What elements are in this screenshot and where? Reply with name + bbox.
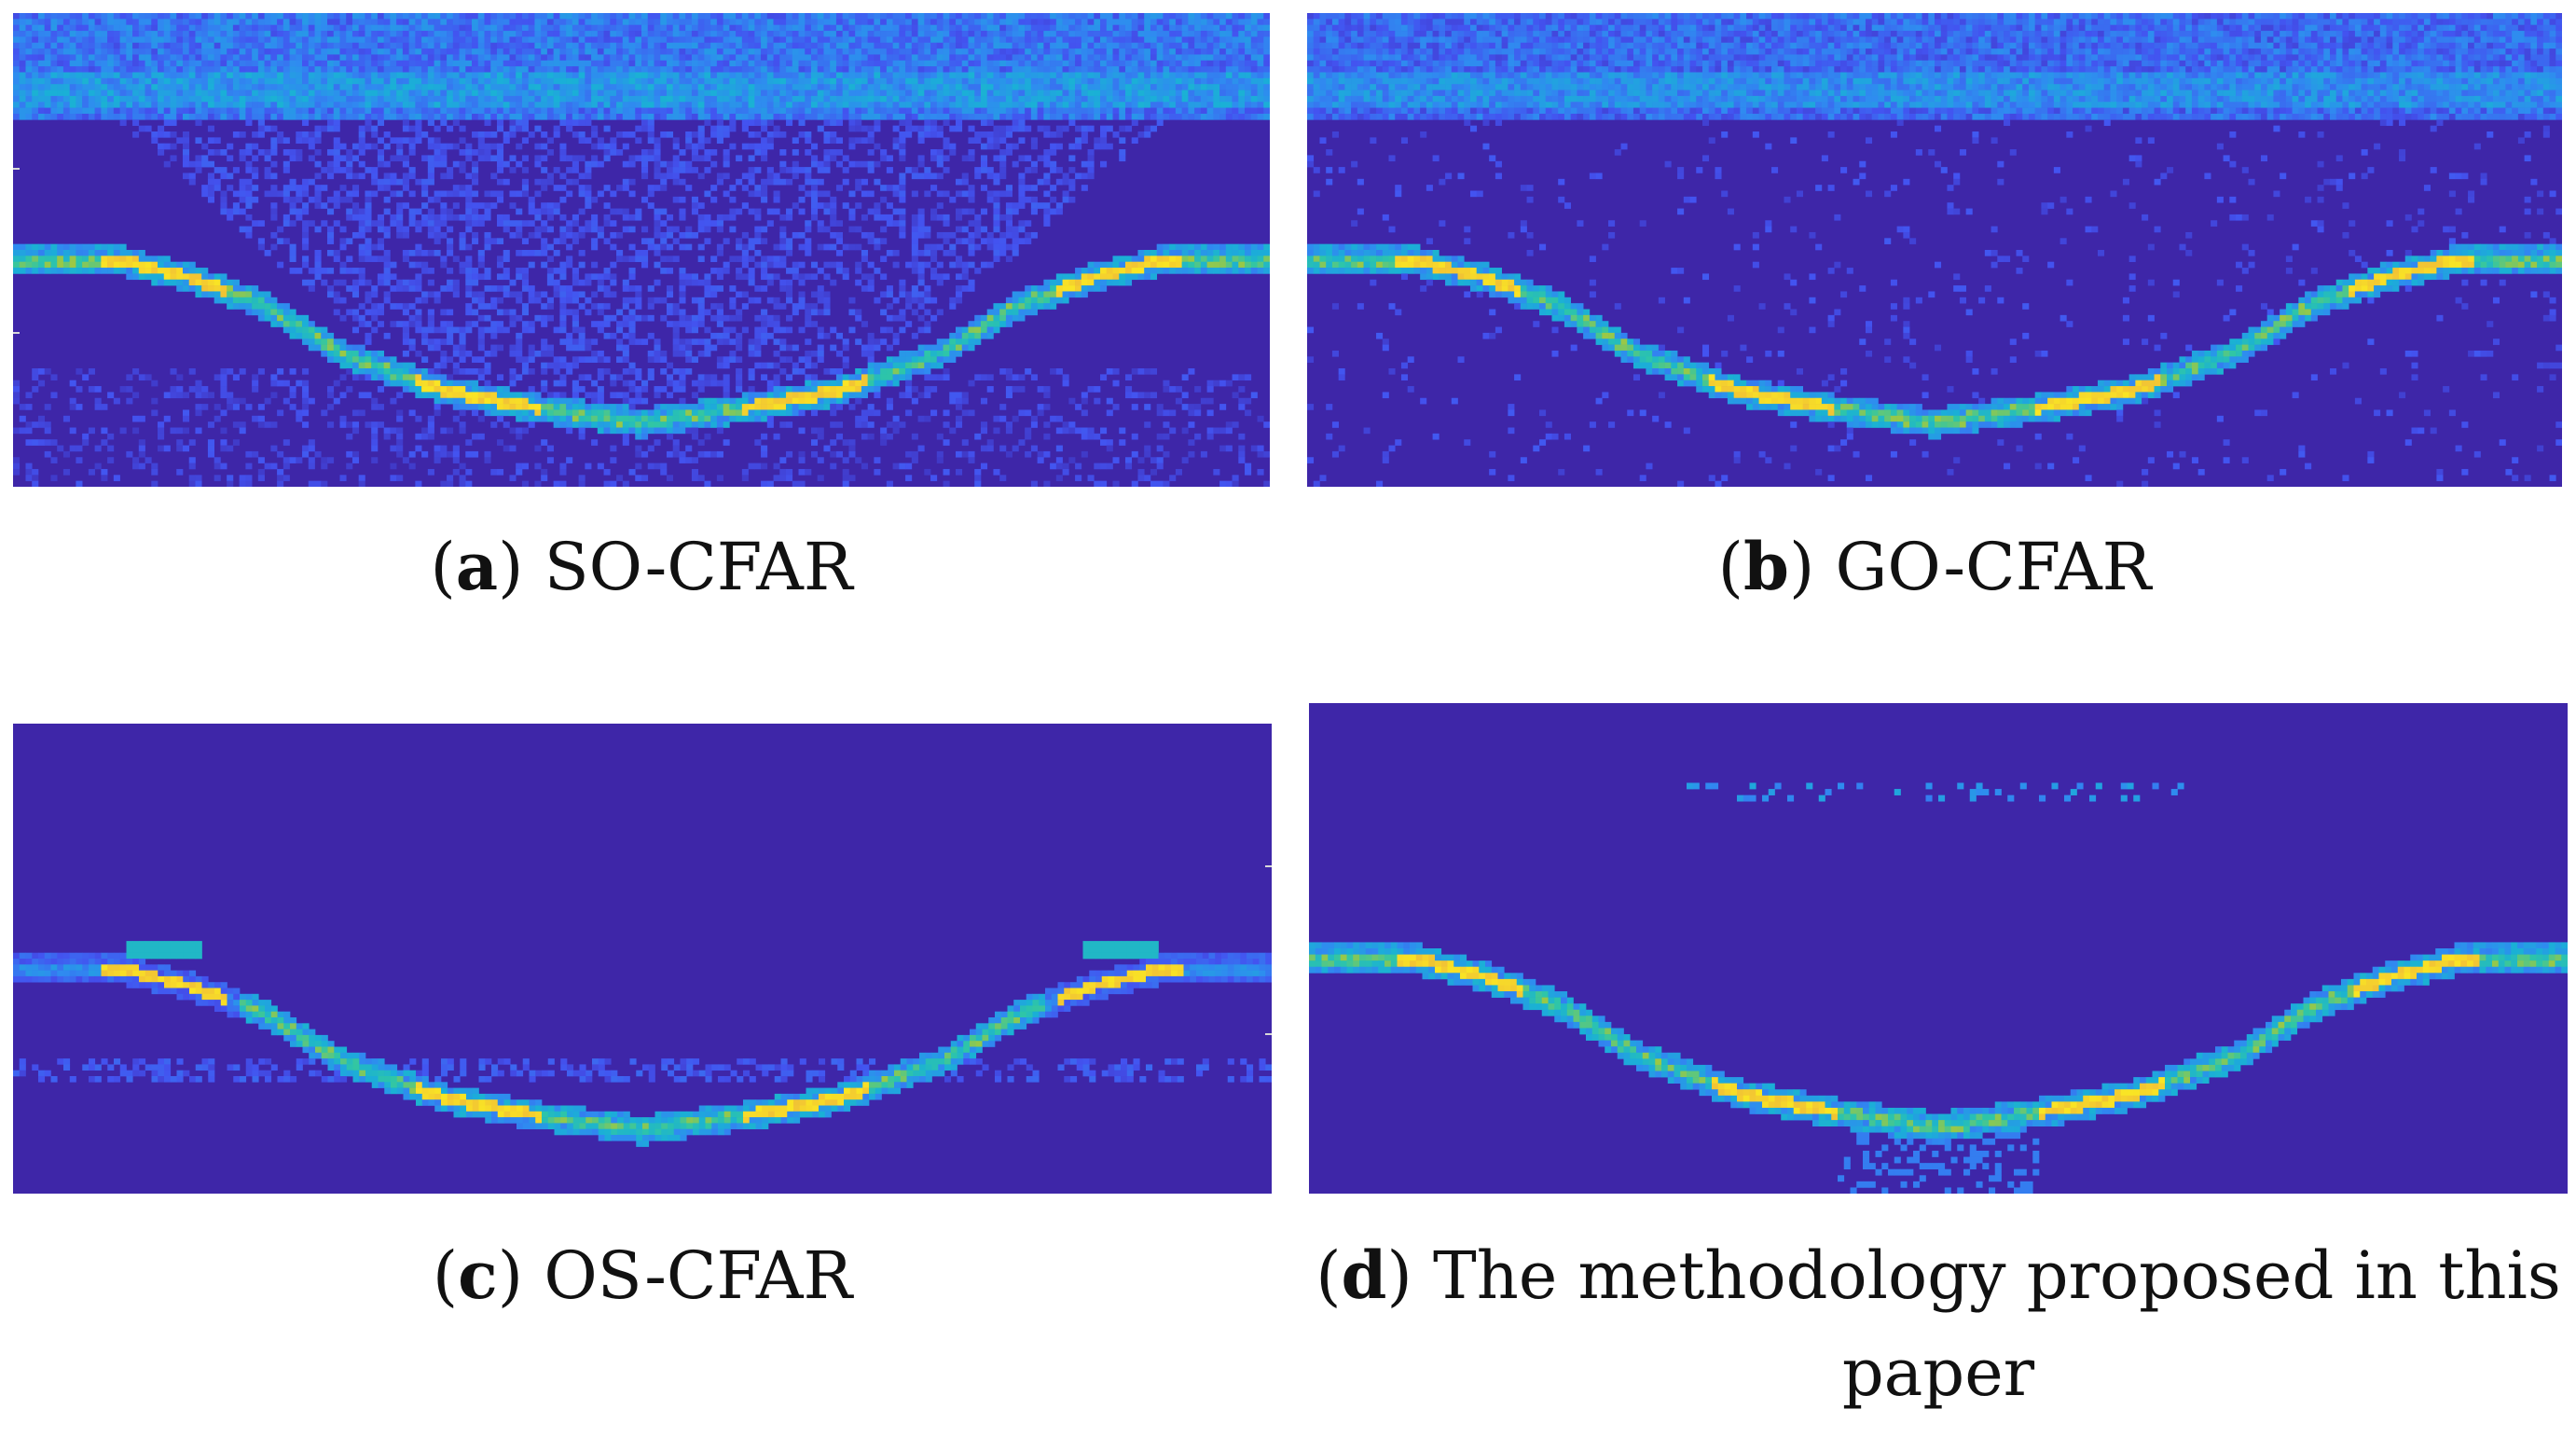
heatmap-os-cfar	[13, 724, 1272, 1194]
caption-c-letter: c	[458, 1237, 498, 1314]
heatmap-so-cfar	[13, 13, 1270, 487]
caption-c-label: OS-CFAR	[544, 1237, 853, 1314]
caption-a-letter: a	[455, 528, 499, 605]
caption-a-label: SO-CFAR	[544, 529, 853, 605]
caption-d: (d) The methodology proposed in this pap…	[1316, 1237, 2561, 1411]
caption-d-label: The methodology proposed in this paper	[1433, 1237, 2561, 1411]
caption-b-letter: b	[1743, 528, 1789, 605]
heatmap-proposed-method	[1309, 703, 2568, 1194]
caption-b-label: GO-CFAR	[1835, 529, 2152, 605]
heatmap-cells	[13, 941, 1272, 1147]
caption-d-letter: d	[1341, 1237, 1387, 1314]
heatmap-cells	[1307, 13, 2562, 487]
caption-b: (b) GO-CFAR	[1717, 528, 2152, 605]
heatmap-cells	[1309, 782, 2568, 1194]
caption-a: (a) SO-CFAR	[430, 528, 853, 605]
caption-c: (c) OS-CFAR	[432, 1237, 853, 1314]
heatmap-cells	[13, 13, 1270, 487]
heatmap-go-cfar	[1307, 13, 2562, 487]
